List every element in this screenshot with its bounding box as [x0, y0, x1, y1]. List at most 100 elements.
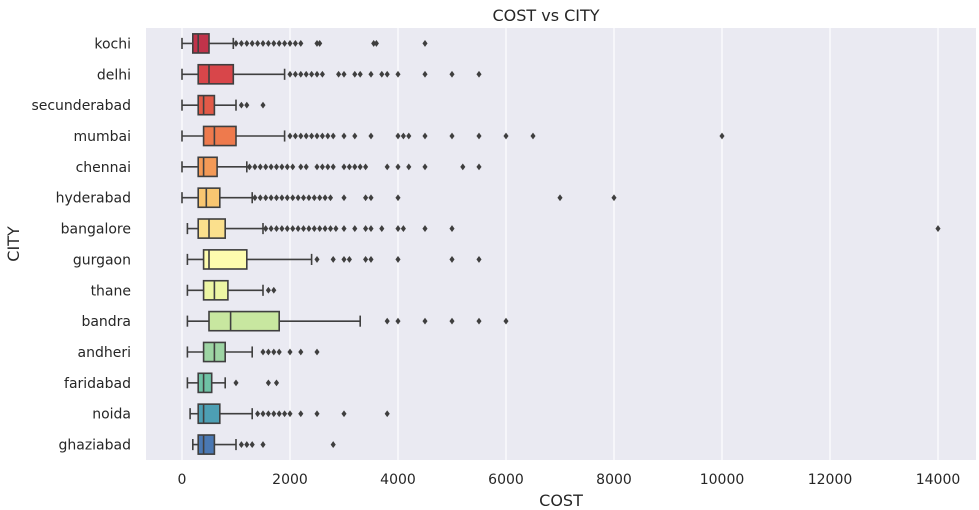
- outlier-point: [346, 256, 352, 263]
- outlier-point: [341, 256, 347, 263]
- outlier-point: [341, 194, 347, 202]
- outlier-point: [368, 194, 374, 202]
- outlier-point: [384, 410, 390, 418]
- outlier-point: [449, 317, 455, 325]
- outlier-point: [238, 441, 244, 448]
- outlier-point: [284, 225, 290, 232]
- outlier-point: [327, 225, 334, 232]
- outlier-point: [327, 194, 334, 202]
- outlier-point: [273, 163, 280, 171]
- outlier-point: [287, 132, 293, 140]
- y-tick-label: faridabad: [64, 376, 131, 392]
- box-faridabad: [186, 372, 280, 394]
- outlier-point: [330, 132, 336, 140]
- outlier-point: [363, 163, 369, 171]
- outlier-point: [265, 348, 271, 356]
- outlier-point: [276, 410, 282, 418]
- outlier-point: [422, 225, 428, 232]
- outlier-point: [611, 194, 617, 202]
- outlier-point: [314, 132, 320, 140]
- iqr-box: [202, 125, 237, 147]
- outlier-point: [260, 101, 266, 109]
- outlier-point: [309, 132, 315, 140]
- outlier-point: [265, 379, 271, 387]
- outlier-point: [422, 70, 428, 78]
- outlier-point: [273, 225, 280, 232]
- outlier-point: [303, 132, 309, 140]
- outlier-point: [368, 256, 374, 263]
- outlier-point: [330, 441, 336, 448]
- iqr-box: [197, 63, 235, 85]
- outlier-point: [400, 132, 406, 140]
- outlier-point: [368, 70, 374, 78]
- outlier-point: [298, 132, 304, 140]
- outlier-point: [273, 194, 280, 202]
- outlier-point: [268, 225, 274, 232]
- outlier-point: [265, 410, 271, 418]
- outlier-point: [271, 40, 277, 47]
- outlier-point: [449, 70, 455, 78]
- outlier-point: [319, 132, 325, 140]
- outlier-point: [406, 132, 412, 140]
- box-chennai: [181, 156, 482, 178]
- outlier-point: [263, 194, 269, 202]
- outlier-point: [395, 163, 401, 171]
- outlier-point: [290, 163, 296, 171]
- y-tick-label: noida: [92, 407, 131, 423]
- outlier-point: [325, 132, 331, 140]
- outlier-point: [400, 225, 406, 232]
- box-secunderabad: [181, 94, 266, 116]
- outlier-point: [476, 163, 482, 171]
- outlier-point: [422, 163, 428, 171]
- box-hyderabad: [181, 187, 617, 209]
- outlier-point: [330, 163, 336, 171]
- outlier-point: [300, 225, 307, 232]
- iqr-box: [208, 310, 280, 332]
- outlier-point: [352, 163, 358, 171]
- iqr-box: [197, 434, 216, 455]
- outlier-point: [252, 194, 258, 202]
- outlier-point: [449, 132, 455, 140]
- outlier-point: [260, 348, 266, 356]
- plot-area-background: [146, 28, 976, 460]
- outlier-point: [352, 225, 358, 232]
- outlier-point: [341, 132, 347, 140]
- outlier-point: [287, 40, 293, 47]
- outlier-point: [284, 194, 290, 202]
- outlier-point: [255, 40, 261, 47]
- outlier-point: [306, 225, 312, 232]
- iqr-box: [197, 372, 213, 394]
- outlier-point: [287, 410, 293, 418]
- outlier-point: [303, 70, 309, 78]
- outlier-point: [233, 40, 239, 47]
- outlier-point: [279, 225, 285, 232]
- outlier-point: [363, 256, 369, 263]
- outlier-point: [290, 194, 296, 202]
- box-noida: [189, 403, 390, 425]
- outlier-point: [246, 163, 253, 171]
- x-tick-label: 4000: [380, 472, 416, 488]
- y-axis-title: CITY: [4, 226, 23, 262]
- outlier-point: [319, 70, 325, 78]
- outlier-point: [238, 40, 244, 47]
- outlier-point: [341, 70, 347, 78]
- outlier-point: [406, 163, 412, 171]
- outlier-point: [314, 40, 320, 47]
- x-axis-tick-labels: 0 2000 4000 6000 8000 10000 12000 14000: [178, 472, 961, 488]
- y-tick-label: mumbai: [73, 129, 131, 145]
- outlier-point: [503, 317, 509, 325]
- outlier-point: [379, 70, 385, 78]
- outlier-point: [244, 441, 250, 448]
- outlier-point: [460, 163, 466, 171]
- outlier-point: [314, 163, 320, 171]
- outlier-point: [238, 101, 244, 109]
- x-tick-label: 0: [178, 472, 187, 488]
- outlier-point: [292, 132, 298, 140]
- outlier-point: [276, 40, 282, 47]
- outlier-point: [346, 163, 352, 171]
- outlier-point: [379, 225, 385, 232]
- outlier-point: [325, 163, 331, 171]
- outlier-point: [244, 101, 250, 109]
- outlier-point: [303, 163, 309, 171]
